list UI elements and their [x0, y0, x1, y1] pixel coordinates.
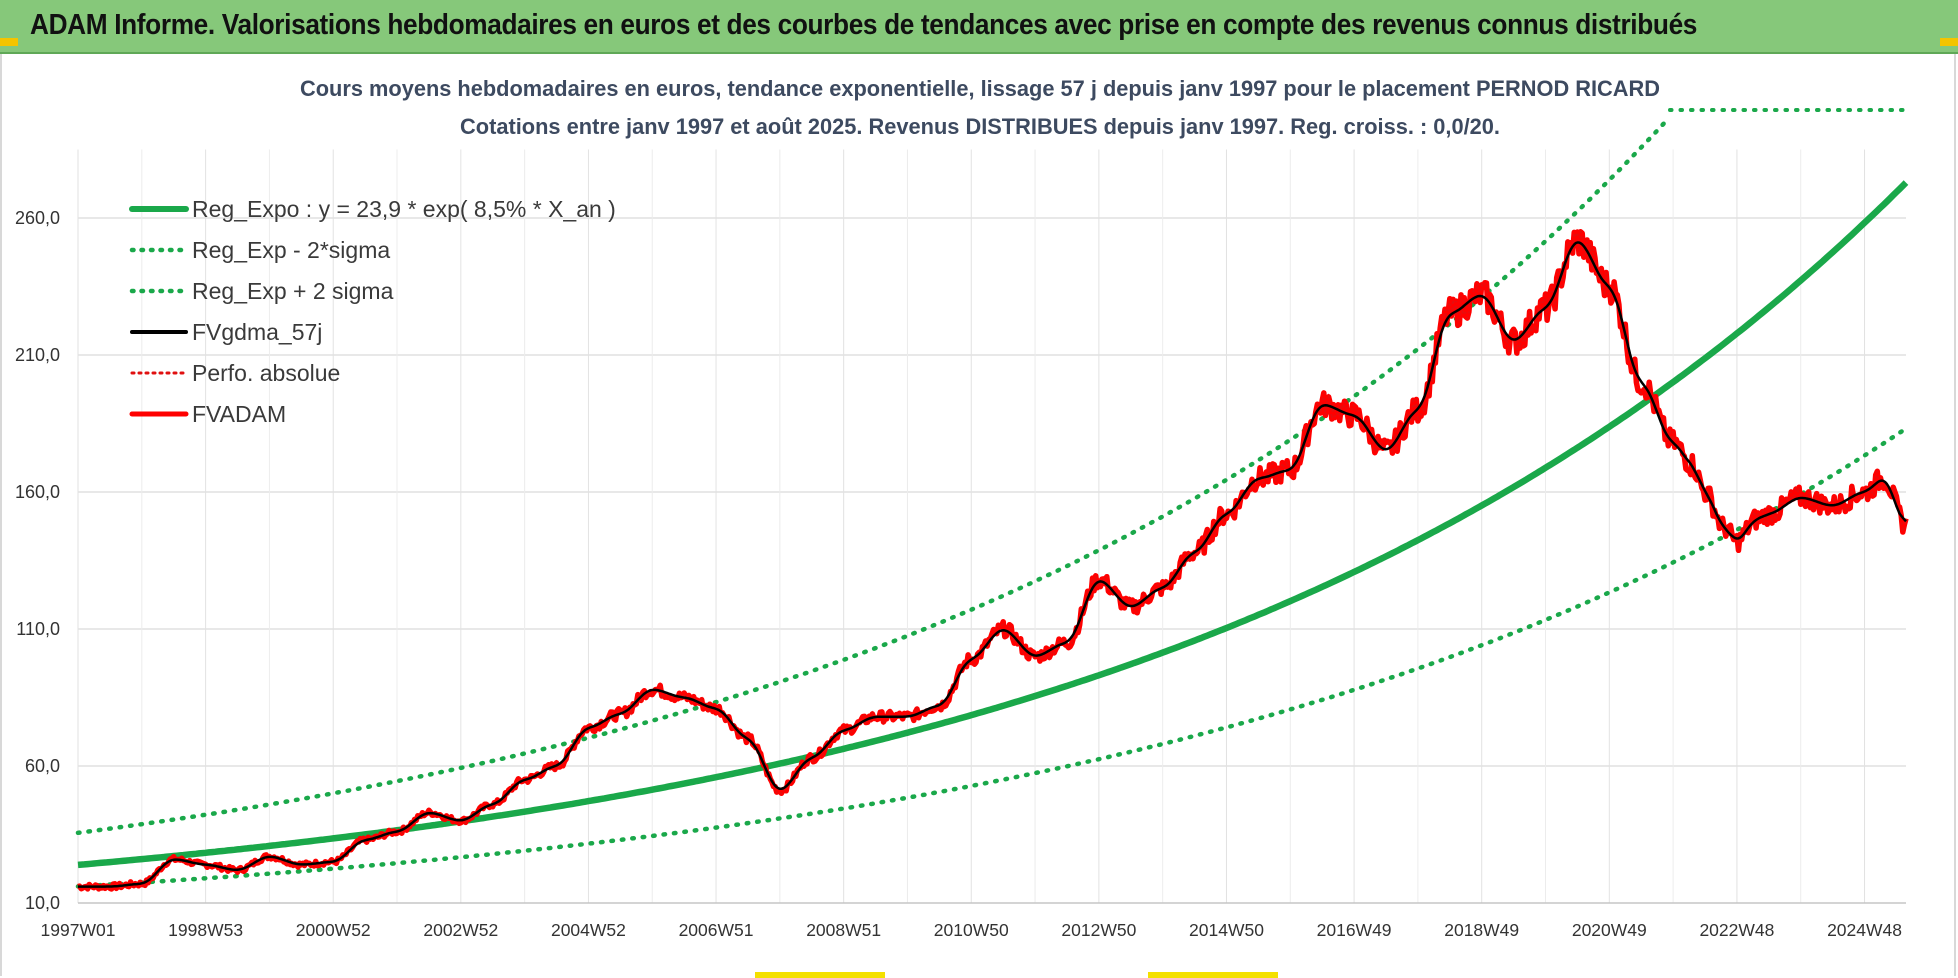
- series-reg-minus-2sigma: [75, 426, 1909, 889]
- x-tick-label-8: 2012W50: [1061, 920, 1136, 940]
- series-reg-plus-2sigma: [75, 118, 1669, 836]
- legend-label-perfo: Perfo. absolue: [192, 360, 340, 386]
- legend-label-fvgdma: FVgdma_57j: [192, 319, 322, 345]
- chart: Cours moyens hebdomadaires en euros, ten…: [15, 76, 1909, 940]
- x-tick-label-4: 2004W52: [551, 920, 626, 940]
- x-tick-label-7: 2010W50: [934, 920, 1009, 940]
- report-title: ADAM Informe. Valorisations hebdomadaire…: [30, 9, 1698, 41]
- x-tick-label-5: 2006W51: [679, 920, 754, 940]
- x-tick-label-13: 2022W48: [1699, 920, 1774, 940]
- series-fvadam: [76, 229, 1909, 892]
- legend-label-reg_expo: Reg_Expo : y = 23,9 * exp( 8,5% * X_an ): [192, 196, 616, 222]
- grid-layer: [77, 149, 1906, 904]
- corner-mark-left: [0, 38, 18, 46]
- chart-frame: Cours moyens hebdomadaires en euros, ten…: [0, 54, 1956, 976]
- y-tick-label-1: 60,0: [25, 756, 60, 776]
- x-tick-label-0: 1997W01: [41, 920, 116, 940]
- y-tick-label-3: 160,0: [15, 482, 60, 502]
- series-layer: [75, 108, 1909, 892]
- x-tick-label-3: 2002W52: [423, 920, 498, 940]
- legend-label-fvadam: FVADAM: [192, 401, 286, 427]
- x-tick-label-14: 2024W48: [1827, 920, 1902, 940]
- y-tick-label-0: 10,0: [25, 893, 60, 913]
- x-tick-label-6: 2008W51: [806, 920, 881, 940]
- x-tick-label-9: 2014W50: [1189, 920, 1264, 940]
- x-tick-label-10: 2016W49: [1317, 920, 1392, 940]
- legend: Reg_Expo : y = 23,9 * exp( 8,5% * X_an )…: [129, 196, 616, 427]
- x-tick-label-11: 2018W49: [1444, 920, 1519, 940]
- bottom-mark-right: [1148, 972, 1278, 978]
- legend-label-reg_minus: Reg_Exp - 2*sigma: [192, 237, 390, 263]
- axis-layer: 10,0 60,0 110,0 160,0 210,0 260,0 1997W01 1998W…: [15, 208, 1906, 940]
- y-tick-label-5: 260,0: [15, 208, 60, 228]
- header-bar: ADAM Informe. Valorisations hebdomadaire…: [0, 0, 1958, 54]
- x-tick-label-12: 2020W49: [1572, 920, 1647, 940]
- corner-mark-right: [1940, 38, 1958, 46]
- x-tick-label-1: 1998W53: [168, 920, 243, 940]
- y-tick-label-4: 210,0: [15, 345, 60, 365]
- series-fvgdma-57j: [78, 241, 1907, 888]
- chart-title-line-2: Cotations entre janv 1997 et août 2025. …: [460, 114, 1500, 139]
- legend-label-reg_plus: Reg_Exp + 2 sigma: [192, 278, 394, 304]
- x-tick-label-2: 2000W52: [296, 920, 371, 940]
- bottom-mark-left: [755, 972, 885, 978]
- series-perfo-absolue: [77, 228, 1907, 892]
- chart-title-line-1: Cours moyens hebdomadaires en euros, ten…: [300, 76, 1660, 101]
- y-tick-label-2: 110,0: [16, 619, 60, 639]
